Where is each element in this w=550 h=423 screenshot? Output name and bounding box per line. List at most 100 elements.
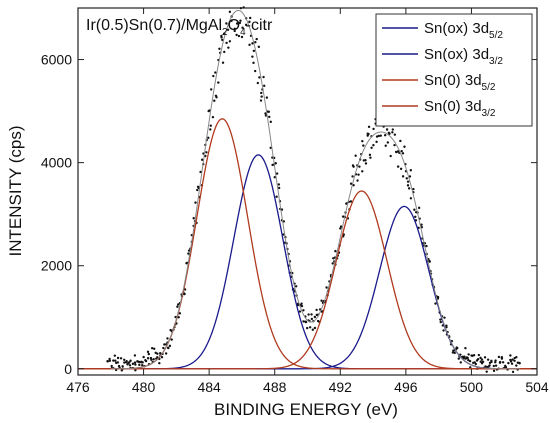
data-point xyxy=(220,36,223,39)
data-point xyxy=(131,362,135,366)
data-point xyxy=(230,19,233,22)
data-point xyxy=(361,170,364,173)
data-point xyxy=(177,303,180,306)
data-point xyxy=(406,180,410,183)
data-point xyxy=(196,188,199,192)
data-point xyxy=(254,69,257,73)
axis-ticks: 476 480 484 488 492 496 500 504 0 2000 4000 6000 xyxy=(41,8,549,395)
data-point xyxy=(384,144,387,147)
data-point xyxy=(194,201,197,204)
data-point xyxy=(515,356,518,359)
data-point xyxy=(405,177,408,180)
legend-label-sub: 5/2 xyxy=(489,30,503,41)
data-point xyxy=(254,41,257,44)
data-point xyxy=(114,359,117,362)
data-point xyxy=(300,304,304,308)
data-point xyxy=(362,144,365,147)
x-tick-label: 500 xyxy=(460,379,484,395)
data-point xyxy=(310,313,313,316)
data-point xyxy=(207,136,210,140)
data-point xyxy=(470,354,473,357)
data-point xyxy=(396,165,400,168)
data-point xyxy=(237,34,241,38)
data-point xyxy=(228,10,232,14)
data-point xyxy=(226,28,230,31)
envelope-line xyxy=(110,9,520,370)
data-point xyxy=(510,362,514,365)
data-point xyxy=(367,132,370,136)
data-point xyxy=(126,363,129,366)
data-point xyxy=(372,143,375,147)
legend-label: Sn(0) 3d3/2 xyxy=(424,98,496,119)
data-point xyxy=(273,176,276,179)
legend: Sn(ox) 3d5/2Sn(ox) 3d3/2Sn(0) 3d5/2Sn(0)… xyxy=(375,13,533,127)
data-point xyxy=(420,223,423,226)
data-point xyxy=(108,357,111,361)
data-point xyxy=(509,354,512,357)
data-point xyxy=(129,359,132,362)
data-point xyxy=(275,172,279,175)
data-point xyxy=(113,354,117,357)
data-point xyxy=(388,132,391,135)
data-point xyxy=(494,361,497,364)
data-point xyxy=(351,175,354,178)
data-point xyxy=(162,346,165,350)
data-point xyxy=(445,326,448,329)
data-point xyxy=(492,364,496,368)
data-point xyxy=(389,154,392,158)
data-point xyxy=(457,357,460,360)
data-point xyxy=(393,133,397,136)
data-point xyxy=(308,326,312,329)
data-point xyxy=(183,292,186,296)
data-point xyxy=(156,352,159,355)
data-point xyxy=(311,328,315,331)
data-point xyxy=(310,317,314,321)
data-point xyxy=(511,370,515,374)
data-point xyxy=(331,262,334,265)
data-point xyxy=(240,35,244,39)
data-point xyxy=(409,169,413,172)
data-point xyxy=(255,37,258,41)
data-point xyxy=(133,361,137,364)
data-point xyxy=(144,359,148,363)
data-point xyxy=(464,346,467,350)
plot-frame xyxy=(77,7,538,376)
data-point xyxy=(368,153,372,157)
data-point xyxy=(349,200,353,203)
data-point xyxy=(325,286,328,289)
data-point xyxy=(364,162,368,165)
data-point xyxy=(209,124,212,127)
data-point xyxy=(356,179,359,182)
title-part: 2 xyxy=(222,27,228,38)
data-point xyxy=(149,356,153,360)
data-point xyxy=(263,84,266,88)
data-point xyxy=(425,244,428,248)
data-point xyxy=(403,145,406,148)
data-point xyxy=(167,346,170,350)
data-point xyxy=(302,320,305,323)
data-point xyxy=(339,225,343,228)
data-point xyxy=(453,351,456,355)
data-point xyxy=(248,43,251,47)
data-point xyxy=(352,165,355,168)
data-point xyxy=(238,21,242,25)
data-point xyxy=(225,22,228,25)
data-point xyxy=(417,206,421,210)
data-point xyxy=(256,81,260,85)
data-point xyxy=(211,115,215,119)
data-point xyxy=(116,356,120,360)
data-point xyxy=(393,143,396,147)
data-point xyxy=(259,99,263,102)
legend-label-main: Sn(0) 3d xyxy=(424,98,482,115)
data-point xyxy=(414,215,417,218)
data-point xyxy=(275,195,278,198)
data-point xyxy=(200,158,204,161)
data-point xyxy=(400,149,403,153)
data-point xyxy=(313,315,317,319)
data-point xyxy=(213,99,216,102)
data-point xyxy=(244,23,248,27)
data-point xyxy=(479,356,482,360)
legend-label: Sn(0) 3d5/2 xyxy=(424,72,496,93)
data-point xyxy=(225,41,228,45)
